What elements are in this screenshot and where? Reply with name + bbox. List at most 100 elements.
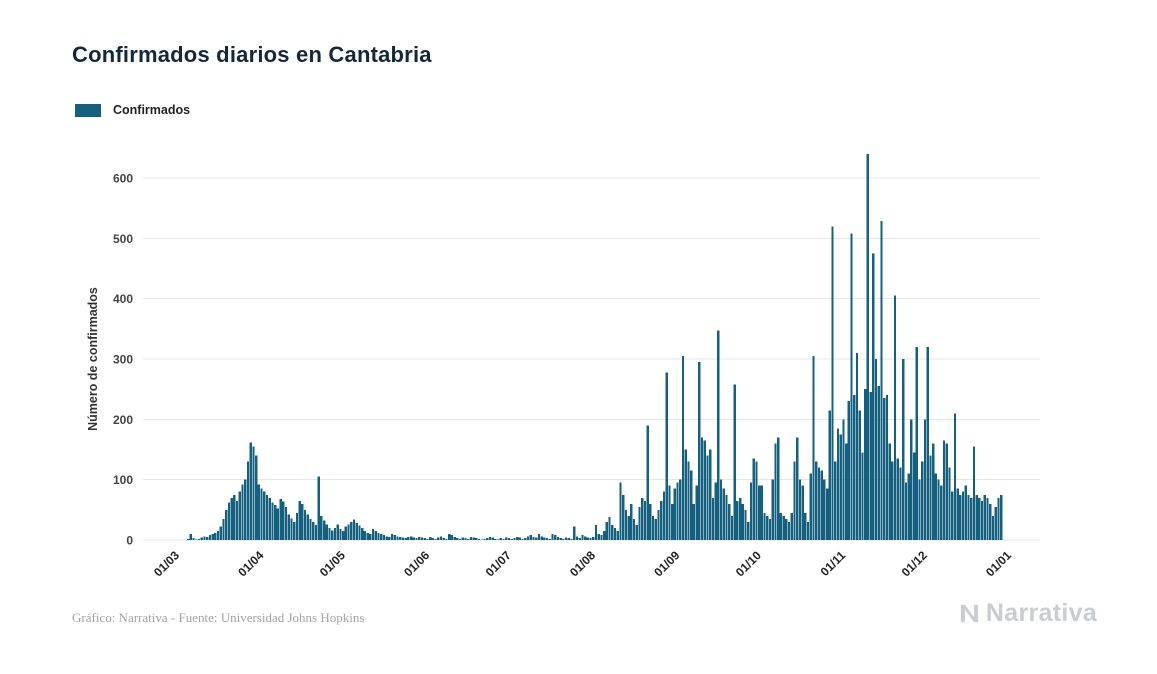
bar[interactable] <box>839 434 842 540</box>
bar[interactable] <box>225 509 228 540</box>
bar[interactable] <box>581 535 584 540</box>
bar[interactable] <box>673 488 676 540</box>
bar[interactable] <box>709 449 712 541</box>
bar[interactable] <box>997 497 1000 540</box>
bar[interactable] <box>790 512 793 540</box>
bar[interactable] <box>719 479 723 540</box>
bar[interactable] <box>238 491 241 540</box>
bar[interactable] <box>434 538 437 540</box>
bar[interactable] <box>619 482 622 540</box>
bar[interactable] <box>279 498 282 540</box>
bar[interactable] <box>537 533 541 540</box>
bar[interactable] <box>858 410 861 540</box>
bar[interactable] <box>847 401 851 540</box>
bar[interactable] <box>420 537 424 540</box>
bar[interactable] <box>559 538 562 540</box>
bar[interactable] <box>983 494 986 540</box>
bar[interactable] <box>651 515 655 540</box>
bar[interactable] <box>483 538 486 540</box>
bar[interactable] <box>254 455 258 540</box>
bar[interactable] <box>698 362 701 540</box>
bar[interactable] <box>322 520 326 540</box>
bar[interactable] <box>475 538 478 540</box>
bar[interactable] <box>235 500 239 540</box>
bar[interactable] <box>303 509 307 540</box>
bar[interactable] <box>526 536 530 540</box>
bar[interactable] <box>921 461 924 540</box>
bar[interactable] <box>937 479 940 540</box>
bar[interactable] <box>230 497 233 540</box>
bar[interactable] <box>187 538 190 540</box>
bar[interactable] <box>556 536 560 540</box>
bar[interactable] <box>757 485 761 540</box>
bar[interactable] <box>608 517 611 540</box>
bar[interactable] <box>513 538 516 540</box>
bar[interactable] <box>932 443 935 540</box>
bar[interactable] <box>613 527 617 540</box>
bar[interactable] <box>866 153 870 540</box>
bar[interactable] <box>798 479 802 540</box>
bar[interactable] <box>662 491 666 540</box>
bar[interactable] <box>233 494 236 540</box>
bar[interactable] <box>570 538 573 540</box>
bar[interactable] <box>331 530 334 540</box>
bar[interactable] <box>844 443 848 540</box>
bar[interactable] <box>404 538 407 540</box>
bar[interactable] <box>749 482 753 540</box>
bar[interactable] <box>472 537 475 540</box>
bar[interactable] <box>589 538 592 540</box>
bar[interactable] <box>809 473 812 540</box>
bar[interactable] <box>695 485 698 540</box>
bar[interactable] <box>336 524 339 540</box>
bar[interactable] <box>369 533 372 540</box>
bar[interactable] <box>320 515 323 540</box>
bar[interactable] <box>605 521 609 540</box>
bar[interactable] <box>355 523 358 540</box>
bar[interactable] <box>594 524 598 540</box>
bar[interactable] <box>975 494 978 540</box>
bar[interactable] <box>540 536 543 540</box>
bar[interactable] <box>736 500 739 540</box>
bar[interactable] <box>817 467 821 540</box>
bar[interactable] <box>246 461 250 540</box>
bar[interactable] <box>861 452 864 540</box>
bar[interactable] <box>448 533 451 540</box>
bar[interactable] <box>371 529 375 540</box>
bar[interactable] <box>825 488 829 540</box>
bar[interactable] <box>301 503 304 540</box>
bar[interactable] <box>690 470 693 540</box>
bar[interactable] <box>361 527 364 540</box>
bar[interactable] <box>298 500 301 540</box>
bar[interactable] <box>999 494 1003 540</box>
bar[interactable] <box>646 425 649 540</box>
bar[interactable] <box>700 437 704 540</box>
bar[interactable] <box>453 536 456 540</box>
bar[interactable] <box>423 538 426 540</box>
bar[interactable] <box>714 482 717 540</box>
bar[interactable] <box>638 506 641 540</box>
bar[interactable] <box>328 527 331 540</box>
bar[interactable] <box>415 538 418 540</box>
bar[interactable] <box>940 485 943 540</box>
bar[interactable] <box>831 226 834 540</box>
bar[interactable] <box>390 533 394 540</box>
bar[interactable] <box>643 500 647 540</box>
bar[interactable] <box>282 501 285 540</box>
bar[interactable] <box>934 473 938 540</box>
bar[interactable] <box>904 482 908 540</box>
bar[interactable] <box>899 467 902 540</box>
bar[interactable] <box>679 479 682 540</box>
bar[interactable] <box>317 476 320 540</box>
bar[interactable] <box>431 538 435 540</box>
bar[interactable] <box>635 524 638 540</box>
bar[interactable] <box>521 538 524 540</box>
bar[interactable] <box>823 479 826 540</box>
bar[interactable] <box>771 479 774 540</box>
bar[interactable] <box>241 484 244 540</box>
bar[interactable] <box>779 512 783 540</box>
bar[interactable] <box>341 530 345 540</box>
bar[interactable] <box>853 395 856 540</box>
bar[interactable] <box>910 419 913 540</box>
bar[interactable] <box>529 535 532 540</box>
